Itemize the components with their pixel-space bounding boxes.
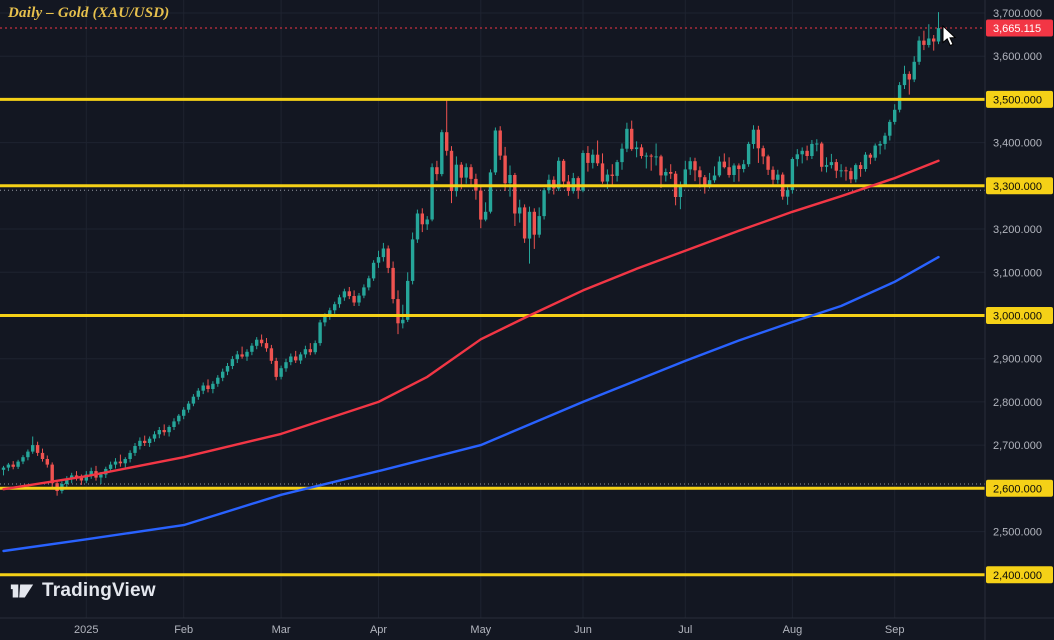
svg-text:2,500.000: 2,500.000 xyxy=(993,527,1042,539)
svg-text:2,400.000: 2,400.000 xyxy=(993,570,1042,582)
tradingview-logo-text: TradingView xyxy=(42,580,156,601)
time-axis-labels: 2025 Feb Mar Apr May Jun Jul Aug Sep xyxy=(74,624,904,636)
chart-title: Daily – Gold (XAU/USD) xyxy=(8,5,170,21)
svg-text:3,000.000: 3,000.000 xyxy=(993,311,1042,323)
svg-text:3,600.000: 3,600.000 xyxy=(993,51,1042,63)
svg-text:Mar: Mar xyxy=(272,624,291,636)
svg-text:Jul: Jul xyxy=(678,624,692,636)
svg-text:May: May xyxy=(470,624,491,636)
svg-text:3,400.000: 3,400.000 xyxy=(993,138,1042,150)
svg-text:3,665.115: 3,665.115 xyxy=(993,23,1041,35)
svg-text:Aug: Aug xyxy=(783,624,803,636)
ma-line-fast[interactable] xyxy=(2,159,940,491)
svg-text:3,100.000: 3,100.000 xyxy=(993,267,1042,279)
last-price-chip: 3,665.115 xyxy=(986,19,1053,37)
svg-text:3,200.000: 3,200.000 xyxy=(993,224,1042,236)
tradingview-logo-icon xyxy=(9,579,35,603)
svg-text:2,900.000: 2,900.000 xyxy=(993,354,1042,366)
support-resistance-lines[interactable] xyxy=(0,97,985,577)
svg-text:Apr: Apr xyxy=(370,624,387,636)
tradingview-logo[interactable]: TradingView xyxy=(9,579,156,603)
price-level-chips: 3,500.000 3,300.000 3,000.000 2,600.000 2,40… xyxy=(986,90,1053,584)
svg-text:2,700.000: 2,700.000 xyxy=(993,440,1042,452)
svg-text:2,600.000: 2,600.000 xyxy=(993,483,1042,495)
svg-text:2025: 2025 xyxy=(74,624,98,636)
svg-text:Jun: Jun xyxy=(574,624,592,636)
ma-line-slow[interactable] xyxy=(2,255,940,553)
svg-text:3,300.000: 3,300.000 xyxy=(993,181,1042,193)
time-axis[interactable] xyxy=(0,618,985,640)
svg-text:Sep: Sep xyxy=(885,624,905,636)
dotted-price-levels xyxy=(0,189,985,485)
mouse-cursor xyxy=(942,24,957,47)
svg-text:3,500.000: 3,500.000 xyxy=(993,94,1042,106)
svg-text:3,700.000: 3,700.000 xyxy=(993,8,1042,20)
svg-text:2,800.000: 2,800.000 xyxy=(993,397,1042,409)
svg-text:Feb: Feb xyxy=(174,624,193,636)
price-axis-labels: 3,700.000 3,600.000 3,400.000 3,200.000 3,10… xyxy=(993,8,1042,539)
